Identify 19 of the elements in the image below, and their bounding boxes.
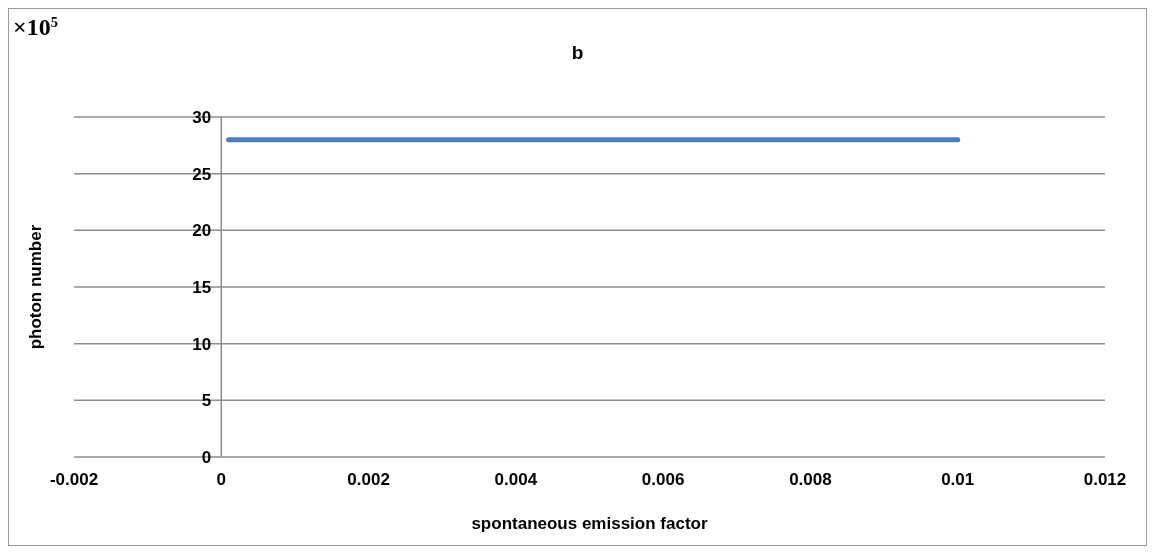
x-tick-label: 0.006 (641, 470, 685, 490)
x-axis-title: spontaneous emission factor (471, 514, 708, 533)
chart-title: b (571, 42, 584, 63)
y-tick-label: 15 (192, 278, 212, 297)
x-tick-label: 0.01 (941, 470, 975, 490)
x-tick-label: 0.002 (347, 470, 390, 490)
y-axis-title: photon number (26, 224, 45, 350)
x-tick-label: 0.004 (494, 470, 538, 490)
y-tick-label: 25 (192, 164, 212, 184)
y-tick-label: 10 (192, 334, 212, 354)
x-tick-label: 0 (216, 470, 227, 490)
y-tick-label: 20 (192, 221, 212, 241)
x-tick-label: 0.012 (1083, 470, 1127, 490)
x-tick-label: 0.008 (789, 470, 832, 490)
y-tick-label: 30 (192, 108, 212, 127)
y-tick-label: 5 (201, 391, 212, 411)
y-tick-label: 0 (201, 448, 212, 467)
x-tick-label: -0.002 (49, 470, 99, 490)
text: ×10$^{5}$ (13, 14, 58, 40)
